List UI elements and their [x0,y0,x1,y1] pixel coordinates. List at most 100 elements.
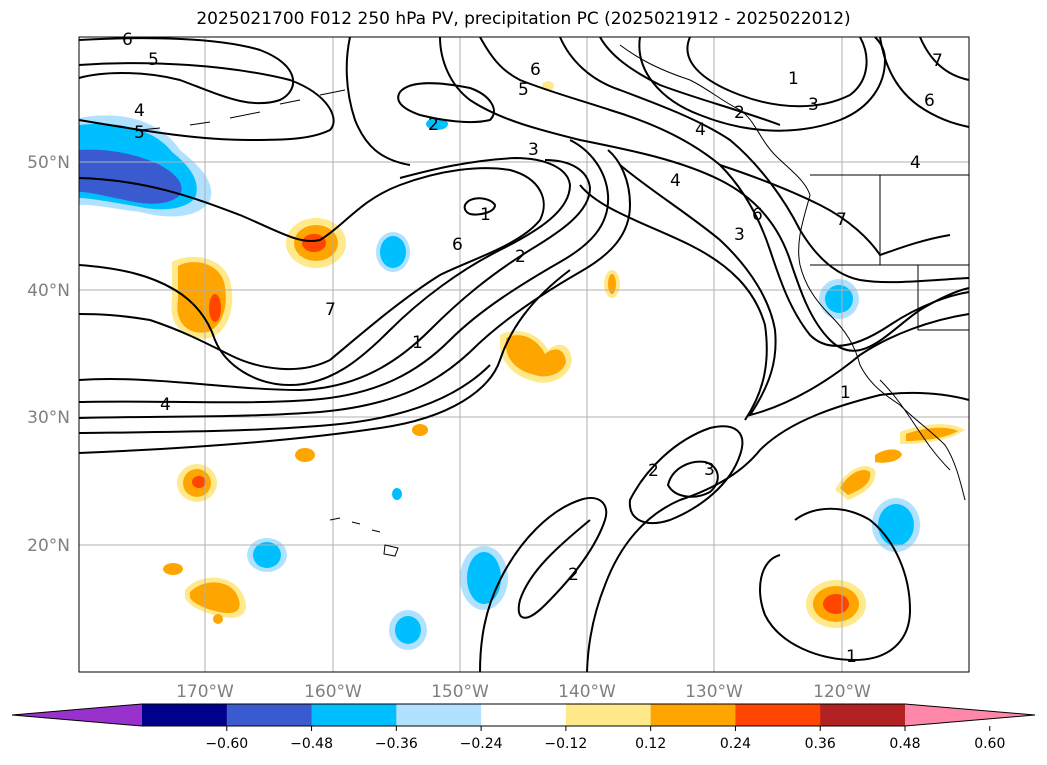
lon-label: 170°W [176,682,234,702]
contour-label: 1 [846,647,857,667]
colorbar-segment [565,704,652,726]
precip-pos-patch-10 [875,449,902,463]
colorbar-segment [650,704,736,726]
lat-label: 50°N [27,153,70,173]
precip-neg-patch-west-deep [79,149,182,204]
pv-contour-19 [879,36,970,128]
colorbar-segment [142,704,228,726]
pv-contour-28 [345,36,411,166]
contour-label: 5 [148,50,159,70]
pv-contour-20 [919,36,970,81]
colorbar-tick-label: 0.48 [889,736,920,752]
pv-contour-24 [628,425,744,525]
contour-label: 3 [528,140,539,160]
colorbar-tick-label: 0.24 [720,736,751,752]
pv-contour-8 [78,364,491,434]
precip-pos-patch-9-core [840,469,871,495]
contour-label: 3 [734,225,745,245]
pv-contour-5 [78,159,592,392]
colorbar-segment [735,704,821,726]
lat-label: 40°N [27,281,70,301]
colorbar-extend-min [12,704,142,726]
contour-label: 2 [428,115,439,135]
colorbar-tick-label: −0.12 [544,736,587,752]
colorbar-segment [481,704,567,726]
pv-contour-6 [78,139,610,404]
latitude-labels: 50°N 40°N 30°N 20°N [27,153,70,556]
contour-label: 6 [530,60,541,80]
precip-pos-patch-2-deep [209,294,221,322]
pv-contour-16 [686,36,868,108]
coast-alaska-islands [139,89,346,131]
contour-label: 2 [734,103,745,123]
contour-label: 5 [518,80,529,100]
pv-contour-25 [479,497,608,673]
colorbar-tick-label: −0.60 [205,736,248,752]
lat-label: 20°N [27,536,70,556]
precip-neg-patch-7-core [253,542,281,568]
contour-label: 1 [840,383,851,403]
coast-border [810,174,969,331]
lon-label: 130°W [685,682,743,702]
colorbar-tick-label: 0.36 [805,736,836,752]
pv-contour-9 [78,269,571,454]
contour-label: 4 [910,153,921,173]
precip-neg-patch-2-core [380,236,406,268]
precip-pos-patch-7-core [190,582,240,614]
pv-contour-3 [78,167,545,370]
pv-contour-23 [666,460,719,498]
pv-contour-22 [463,197,497,216]
hawaii-islands [329,517,399,557]
precip-pos-patch-3-core [506,335,566,377]
lon-label: 160°W [304,682,362,702]
contour-label: 1 [788,69,799,89]
precip-pos-patch-1-deep [302,234,326,252]
contour-label: 2 [515,247,526,267]
colorbar-tick-label: −0.36 [375,736,418,752]
pv-contour-27 [759,507,912,662]
precip-neg-patch-3 [426,118,448,130]
colorbar: −0.60 −0.48 −0.36 −0.24 −0.12 0.12 0.24 0.36 0.4… [11,703,1036,752]
precip-neg-patch-6-core [467,552,501,604]
pv-contour-7 [78,149,632,419]
contour-label: 6 [452,235,463,255]
colorbar-tick-label: −0.24 [460,736,503,752]
contour-label: 3 [808,95,819,115]
contour-label: 4 [695,120,706,140]
pv-contours [78,36,970,673]
contour-label: 2 [648,461,659,481]
precip-pos-patch-13 [412,424,428,436]
lon-label: 150°W [431,682,489,702]
precip-neg-patch-8-core [395,616,421,644]
colorbar-extend-max [905,704,1035,726]
contour-label: 6 [752,205,763,225]
contour-label: 2 [568,565,579,585]
pv-contour-4 [78,156,572,387]
precip-pos-patch-6-deep [192,476,206,488]
contour-label: 7 [836,210,847,230]
colorbar-segment [226,704,313,726]
contour-label: 6 [924,91,935,111]
coastlines [139,44,969,557]
colorbar-segment [396,704,482,726]
precip-neg-patch-4-core [825,285,853,313]
lat-label: 30°N [27,408,70,428]
contour-label: 6 [122,30,133,50]
pv-contour-15 [579,184,768,421]
contour-label: 1 [412,333,423,353]
contour-label: 5 [134,123,145,143]
contour-label: 3 [704,460,715,480]
coast-north-america [619,44,966,501]
contour-labels: 6 5 4 5 1 6 5 2 4 2 3 7 6 4 3 1 4 7 6 2 … [122,30,943,667]
colorbar-outline [11,703,1036,727]
contour-label: 4 [160,395,171,415]
colorbar-tick-label: −0.48 [290,736,333,752]
coast-baja [879,379,951,471]
precip-neg-patch-9 [392,488,402,500]
pv-contour-21 [397,82,495,124]
contour-label: 7 [932,51,943,71]
precip-shading [79,81,965,650]
pv-contour-13 [599,36,781,126]
lon-label: 140°W [558,682,616,702]
